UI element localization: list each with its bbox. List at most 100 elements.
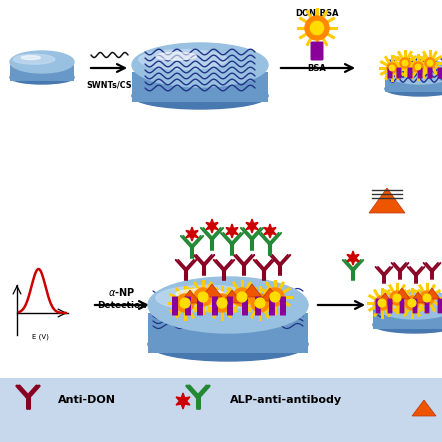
Circle shape (423, 294, 431, 302)
Ellipse shape (148, 328, 308, 361)
Circle shape (266, 288, 284, 306)
Circle shape (213, 294, 231, 312)
Circle shape (415, 64, 421, 70)
Polygon shape (412, 400, 436, 416)
Ellipse shape (10, 51, 74, 73)
FancyBboxPatch shape (132, 72, 268, 103)
FancyBboxPatch shape (227, 297, 233, 316)
FancyBboxPatch shape (0, 378, 442, 442)
FancyBboxPatch shape (280, 297, 286, 316)
Circle shape (270, 292, 280, 302)
Polygon shape (222, 290, 242, 303)
Ellipse shape (10, 71, 74, 84)
Circle shape (393, 294, 401, 302)
Polygon shape (347, 251, 359, 265)
FancyBboxPatch shape (425, 299, 429, 313)
FancyBboxPatch shape (388, 299, 392, 313)
FancyBboxPatch shape (408, 68, 412, 79)
Polygon shape (424, 288, 440, 299)
Ellipse shape (13, 54, 55, 64)
Ellipse shape (176, 289, 224, 299)
FancyBboxPatch shape (10, 65, 74, 81)
FancyBboxPatch shape (242, 297, 248, 316)
Circle shape (251, 294, 269, 312)
Circle shape (413, 62, 423, 72)
FancyBboxPatch shape (388, 68, 392, 79)
Polygon shape (260, 288, 280, 301)
Ellipse shape (385, 60, 442, 84)
Polygon shape (377, 293, 393, 304)
Ellipse shape (373, 316, 442, 333)
FancyBboxPatch shape (427, 68, 433, 79)
FancyBboxPatch shape (197, 297, 203, 316)
Circle shape (402, 60, 408, 66)
Ellipse shape (385, 82, 442, 96)
Circle shape (217, 298, 227, 308)
Circle shape (400, 58, 410, 68)
Circle shape (180, 298, 190, 308)
FancyBboxPatch shape (418, 68, 423, 79)
FancyBboxPatch shape (400, 299, 404, 313)
FancyBboxPatch shape (185, 297, 191, 316)
Circle shape (305, 16, 329, 40)
Polygon shape (394, 288, 410, 299)
FancyBboxPatch shape (269, 297, 275, 316)
FancyBboxPatch shape (373, 309, 442, 329)
Text: SWNTs/CS: SWNTs/CS (86, 80, 132, 89)
Circle shape (255, 298, 265, 308)
FancyBboxPatch shape (172, 297, 178, 316)
Text: E (V): E (V) (31, 333, 49, 339)
Circle shape (425, 58, 435, 68)
Text: DON-BSA: DON-BSA (295, 9, 339, 18)
FancyBboxPatch shape (148, 313, 308, 353)
Ellipse shape (397, 65, 418, 69)
Circle shape (427, 60, 433, 66)
Polygon shape (202, 284, 222, 297)
Ellipse shape (132, 83, 268, 109)
Text: $\alpha$-NP: $\alpha$-NP (108, 286, 136, 298)
Ellipse shape (156, 52, 197, 60)
Polygon shape (186, 227, 198, 241)
Ellipse shape (156, 286, 260, 311)
Circle shape (233, 288, 251, 306)
FancyBboxPatch shape (212, 297, 218, 316)
FancyBboxPatch shape (255, 297, 261, 316)
Polygon shape (242, 284, 262, 297)
Circle shape (420, 291, 434, 305)
Circle shape (390, 291, 404, 305)
Ellipse shape (21, 56, 40, 60)
Text: ALP-anti-antibody: ALP-anti-antibody (230, 395, 342, 405)
Circle shape (389, 65, 395, 71)
Text: BSA: BSA (308, 64, 327, 73)
FancyBboxPatch shape (385, 76, 442, 92)
FancyBboxPatch shape (438, 68, 442, 79)
Circle shape (408, 299, 416, 307)
Circle shape (405, 296, 419, 310)
FancyBboxPatch shape (310, 42, 324, 61)
FancyBboxPatch shape (396, 68, 401, 79)
Circle shape (198, 292, 208, 302)
FancyBboxPatch shape (438, 299, 442, 313)
Circle shape (387, 63, 397, 73)
Polygon shape (180, 290, 200, 303)
Polygon shape (264, 224, 276, 238)
Ellipse shape (389, 64, 434, 74)
Circle shape (310, 21, 324, 34)
Polygon shape (226, 224, 238, 238)
Polygon shape (410, 292, 426, 303)
Ellipse shape (377, 295, 432, 308)
Text: Detection: Detection (97, 301, 147, 310)
FancyBboxPatch shape (412, 299, 417, 313)
Polygon shape (369, 188, 405, 213)
Ellipse shape (139, 50, 227, 69)
Polygon shape (246, 219, 258, 233)
Polygon shape (176, 393, 190, 409)
Circle shape (176, 294, 194, 312)
Circle shape (378, 299, 386, 307)
Text: Anti-DON: Anti-DON (58, 395, 116, 405)
Ellipse shape (132, 43, 268, 87)
Ellipse shape (388, 297, 413, 302)
Circle shape (375, 296, 389, 310)
Ellipse shape (148, 277, 308, 333)
Circle shape (237, 292, 247, 302)
